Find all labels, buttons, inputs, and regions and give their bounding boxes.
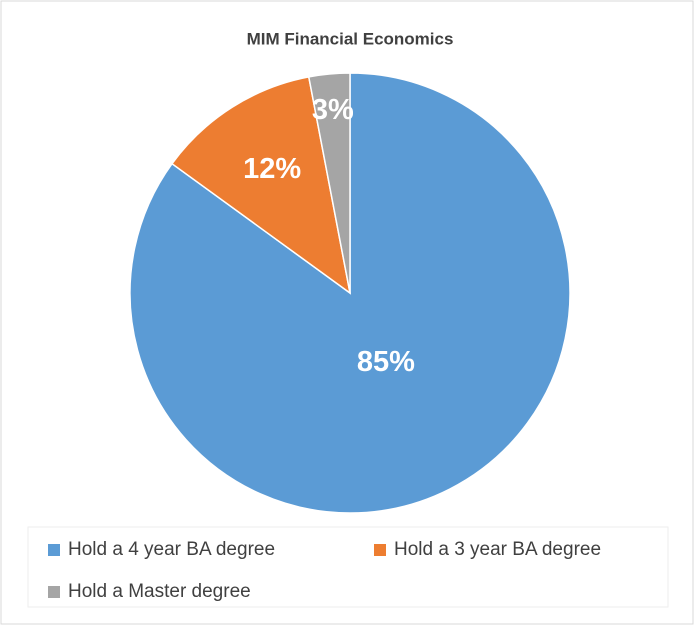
data-label: 3% <box>312 94 354 126</box>
data-label: 85% <box>357 346 415 378</box>
legend-swatch <box>48 586 60 598</box>
legend-box <box>27 526 669 608</box>
legend-swatch <box>374 544 386 556</box>
legend-swatch <box>48 544 60 556</box>
pie-slice <box>307 72 351 294</box>
legend-label: Hold a 4 year BA degree <box>68 539 275 560</box>
legend-label: Hold a 3 year BA degree <box>394 539 601 560</box>
data-label: 12% <box>243 153 301 185</box>
chart-title: MIM Financial Economics <box>247 29 454 48</box>
legend-label: Hold a Master degree <box>68 581 251 602</box>
pie-slice <box>170 76 352 295</box>
